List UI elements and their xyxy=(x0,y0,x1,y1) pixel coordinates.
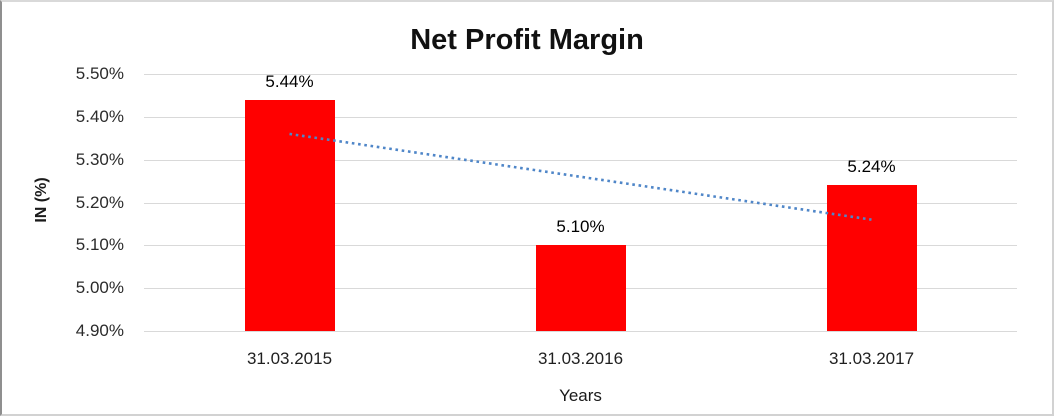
y-tick-label: 5.00% xyxy=(75,278,124,297)
y-tick-label: 5.10% xyxy=(75,235,124,254)
x-tick-label: 31.03.2015 xyxy=(246,349,333,368)
bar xyxy=(535,245,626,331)
gridline xyxy=(144,117,1017,118)
x-tick-label: 31.03.2016 xyxy=(537,349,624,368)
bar-value-label: 5.24% xyxy=(847,157,896,177)
y-tick-label: 5.40% xyxy=(75,107,124,126)
chart-title: Net Profit Margin xyxy=(410,24,644,56)
x-tick-label: 31.03.2017 xyxy=(828,349,915,368)
bar xyxy=(244,99,335,331)
bar-value-label: 5.44% xyxy=(265,71,314,91)
y-tick-label: 5.30% xyxy=(75,150,124,169)
bar xyxy=(826,185,917,331)
x-axis-title: Years xyxy=(559,386,602,405)
y-tick-label: 5.20% xyxy=(75,193,124,212)
gridline xyxy=(144,74,1017,75)
trendline-dotted-line xyxy=(289,132,872,221)
bar-value-label: 5.10% xyxy=(556,217,605,237)
y-tick-label: 5.50% xyxy=(75,64,124,83)
gridline xyxy=(144,331,1017,332)
y-tick-label: 4.90% xyxy=(75,321,124,340)
